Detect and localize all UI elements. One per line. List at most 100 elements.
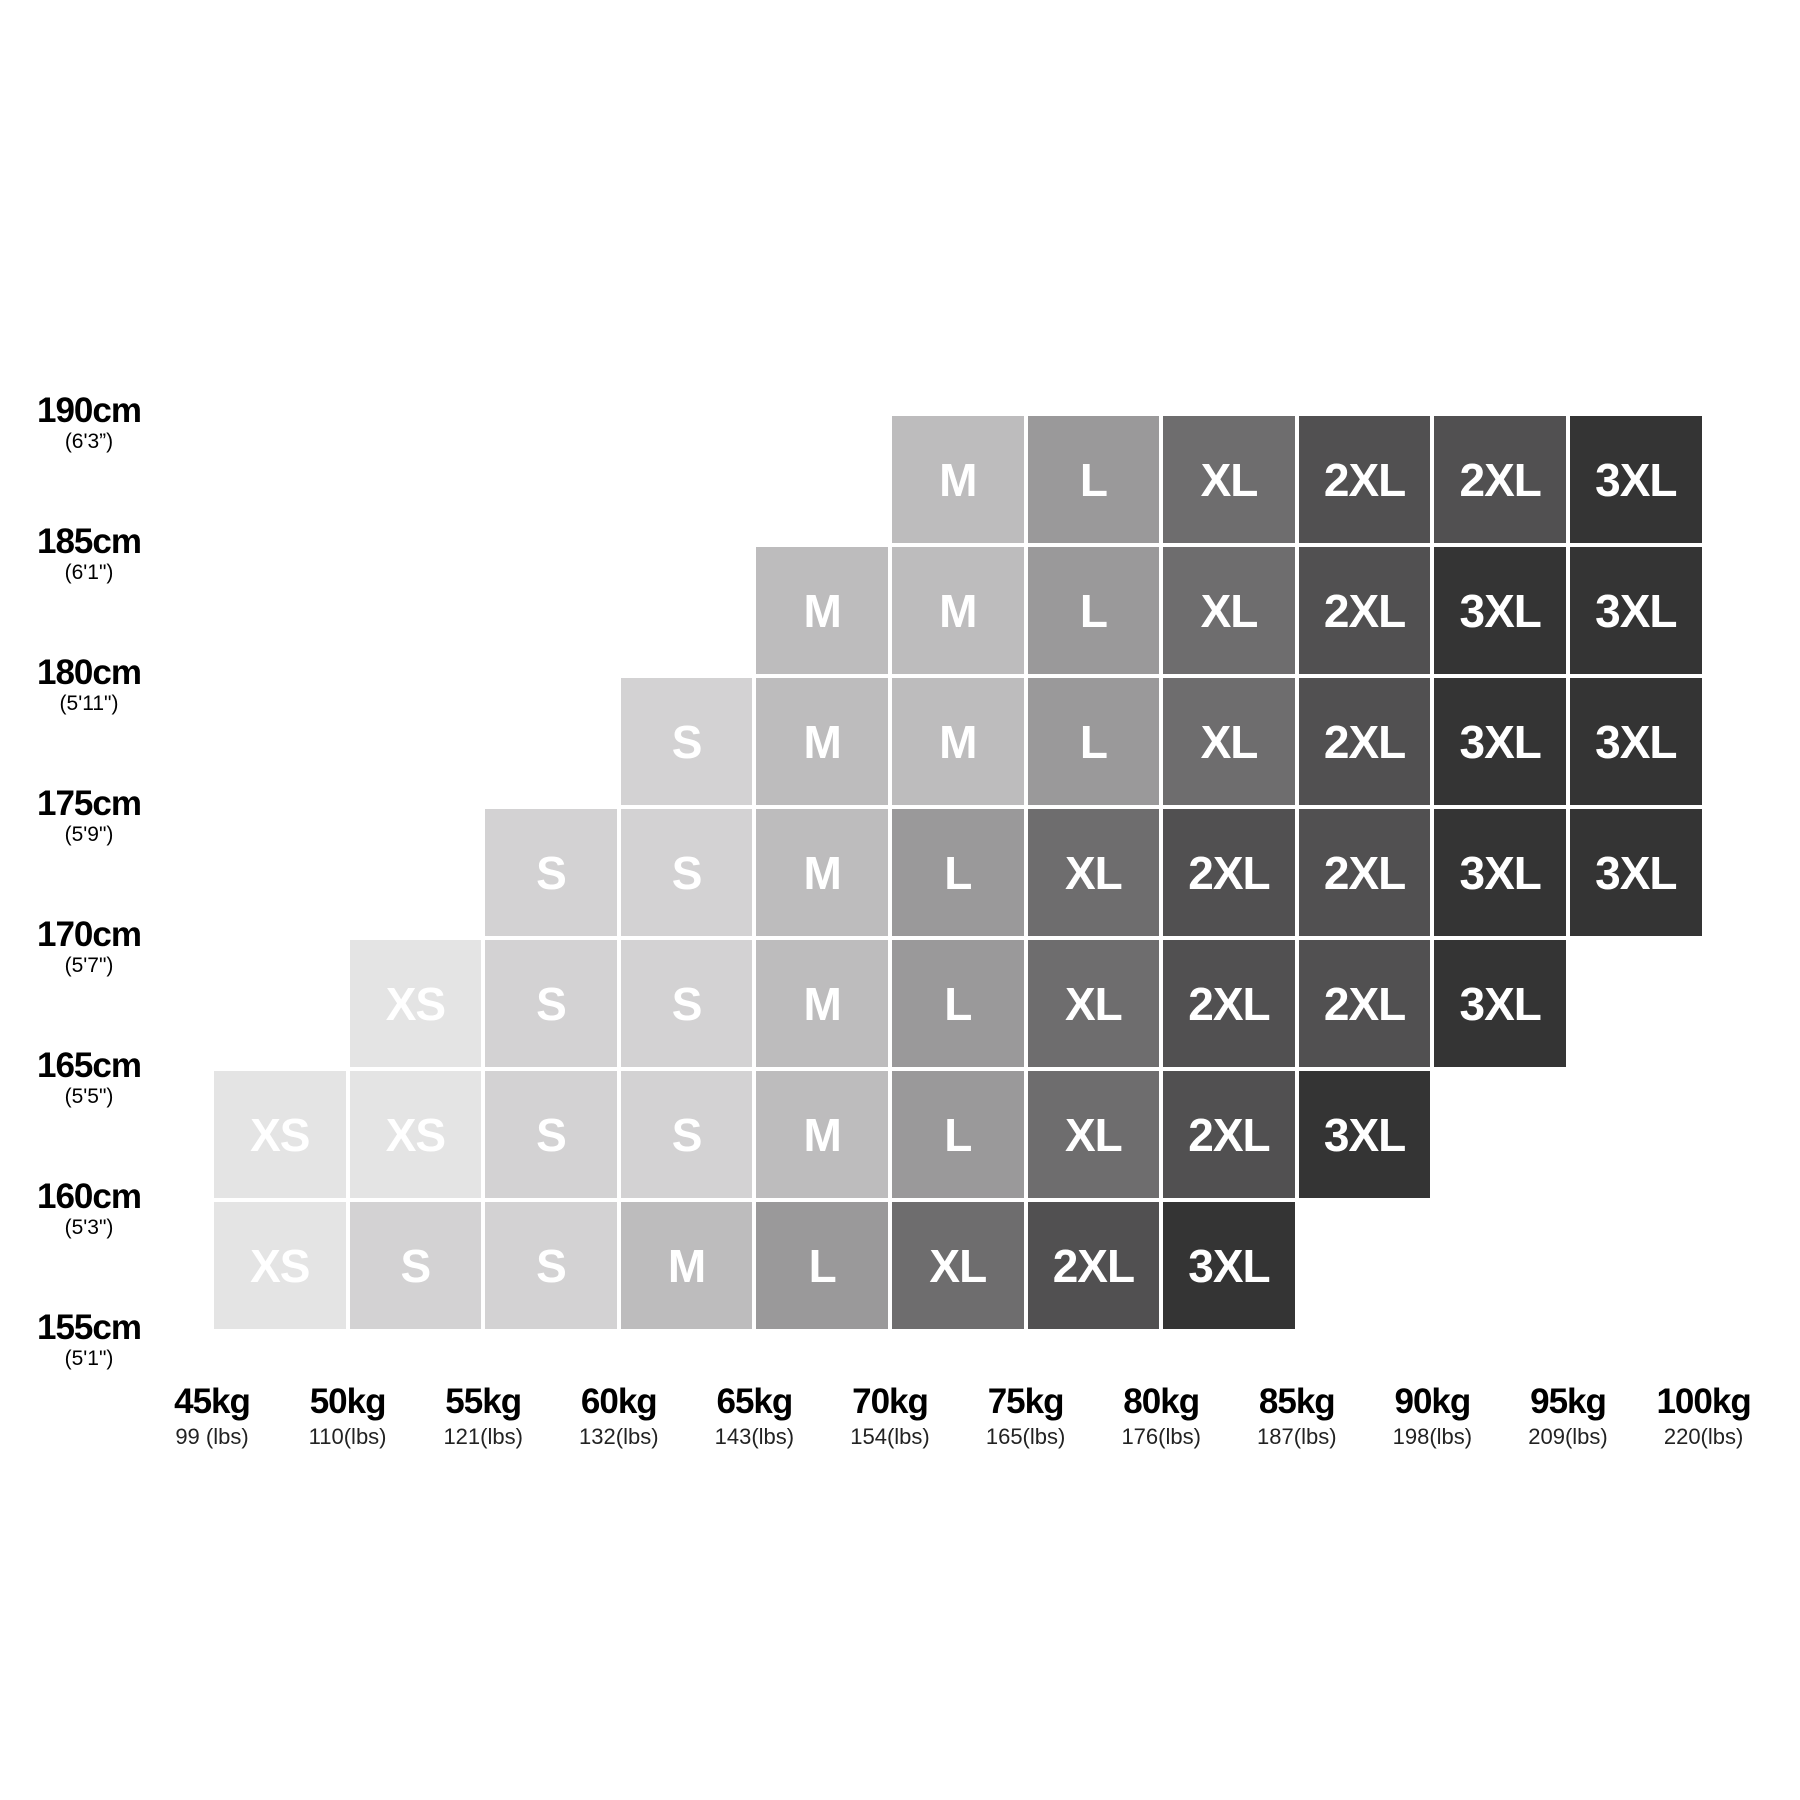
size-cell: 2XL: [1163, 940, 1295, 1067]
height-ft: (5'5"): [64, 1085, 114, 1108]
x-tick-label: 45kg 99 (lbs): [142, 1382, 282, 1452]
weight-kg: 60kg: [580, 1382, 658, 1421]
height-cm: 155cm: [37, 1308, 142, 1347]
y-tick-label: 170cm (5'7"): [14, 916, 164, 978]
height-cm: 180cm: [37, 653, 142, 692]
size-cell: M: [756, 678, 888, 805]
x-tick-label: 60kg 132(lbs): [549, 1382, 689, 1452]
size-cell: 2XL: [1298, 809, 1431, 936]
size-cell: XS: [349, 940, 482, 1067]
size-cell: M: [892, 547, 1024, 674]
x-tick-label: 70kg 154(lbs): [820, 1382, 960, 1452]
size-cell: S: [485, 1071, 617, 1198]
height-cm: 175cm: [37, 784, 142, 823]
y-tick-label: 180cm (5'11"): [14, 654, 164, 716]
size-cell: L: [1027, 678, 1160, 805]
size-cell: S: [485, 940, 617, 1067]
x-tick-label: 50kg 110(lbs): [278, 1382, 418, 1452]
height-cm: 185cm: [37, 522, 142, 561]
x-tick-label: 100kg 220(lbs): [1634, 1382, 1774, 1452]
x-tick-label: 75kg 165(lbs): [956, 1382, 1096, 1452]
weight-lbs: 132(lbs): [579, 1424, 659, 1449]
height-ft: (5'1"): [64, 1347, 114, 1370]
size-cell: M: [756, 809, 888, 936]
x-tick-label: 90kg 198(lbs): [1362, 1382, 1502, 1452]
size-cell: 2XL: [1163, 1071, 1295, 1198]
size-cell: XS: [349, 1071, 482, 1198]
x-tick-label: 55kg 121(lbs): [413, 1382, 553, 1452]
size-cell: 3XL: [1570, 809, 1702, 936]
size-cell: S: [620, 678, 753, 805]
size-cell: S: [620, 1071, 753, 1198]
size-cell: S: [620, 940, 753, 1067]
weight-kg: 90kg: [1394, 1382, 1472, 1421]
size-cell: M: [756, 1071, 888, 1198]
weight-lbs: 198(lbs): [1392, 1424, 1473, 1449]
size-cell: M: [892, 678, 1024, 805]
weight-kg: 100kg: [1656, 1382, 1751, 1421]
size-cell: XL: [1163, 547, 1295, 674]
height-ft: (5'9"): [64, 823, 114, 846]
size-cell: S: [485, 809, 617, 936]
size-cell: XL: [1027, 1071, 1160, 1198]
weight-kg: 85kg: [1258, 1382, 1336, 1421]
height-ft: (5'3"): [64, 1216, 114, 1239]
size-cell: M: [756, 940, 888, 1067]
y-tick-label: 165cm (5'5"): [14, 1047, 164, 1109]
size-cell: M: [892, 416, 1024, 543]
size-cell: S: [349, 1202, 482, 1329]
weight-kg: 80kg: [1123, 1382, 1200, 1421]
size-cell: 3XL: [1163, 1202, 1295, 1329]
size-cell: 3XL: [1434, 547, 1566, 674]
weight-lbs: 165(lbs): [985, 1424, 1066, 1449]
weight-lbs: 110(lbs): [308, 1424, 387, 1449]
weight-lbs: 187(lbs): [1257, 1424, 1337, 1449]
size-cell: L: [756, 1202, 888, 1329]
size-cell: XS: [214, 1202, 346, 1329]
size-cell: S: [485, 1202, 617, 1329]
height-cm: 165cm: [37, 1046, 142, 1085]
y-tick-label: 190cm (6'3”): [14, 392, 164, 454]
size-cell: 2XL: [1027, 1202, 1160, 1329]
size-cell: L: [892, 940, 1024, 1067]
size-cell: M: [756, 547, 888, 674]
y-tick-label: 160cm (5'3"): [14, 1178, 164, 1240]
y-tick-label: 185cm (6'1"): [14, 523, 164, 585]
size-cell: 3XL: [1434, 678, 1566, 805]
size-cell: L: [892, 1071, 1024, 1198]
weight-lbs: 176(lbs): [1121, 1424, 1201, 1449]
y-tick-label: 175cm (5'9"): [14, 785, 164, 847]
size-cell: L: [1027, 416, 1160, 543]
size-cell: XL: [1163, 416, 1295, 543]
y-tick-label: 155cm (5'1"): [14, 1309, 164, 1371]
size-cell: 2XL: [1298, 940, 1431, 1067]
height-ft: (5'11"): [59, 692, 119, 715]
size-cell: 3XL: [1298, 1071, 1431, 1198]
size-cell: 2XL: [1434, 416, 1566, 543]
weight-lbs: 220(lbs): [1663, 1424, 1744, 1449]
size-cell: XL: [892, 1202, 1024, 1329]
size-cell: 2XL: [1298, 416, 1431, 543]
size-cell: S: [620, 809, 753, 936]
weight-kg: 45kg: [174, 1382, 251, 1421]
weight-kg: 70kg: [852, 1382, 929, 1421]
size-cell: 2XL: [1298, 547, 1431, 674]
x-tick-label: 95kg 209(lbs): [1498, 1382, 1638, 1452]
height-cm: 190cm: [37, 391, 142, 430]
size-cell: 3XL: [1434, 809, 1566, 936]
size-cell: 3XL: [1570, 678, 1702, 805]
height-ft: (6'3”): [64, 430, 114, 453]
size-cell: 2XL: [1298, 678, 1431, 805]
weight-lbs: 143(lbs): [714, 1424, 795, 1449]
size-cell: XS: [214, 1071, 346, 1198]
size-cell: XL: [1027, 940, 1160, 1067]
height-ft: (6'1"): [64, 561, 114, 584]
weight-lbs: 154(lbs): [850, 1424, 930, 1449]
size-cell: XL: [1163, 678, 1295, 805]
weight-kg: 55kg: [445, 1382, 522, 1421]
height-cm: 170cm: [37, 915, 142, 954]
x-tick-label: 80kg 176(lbs): [1091, 1382, 1231, 1452]
size-cell: L: [892, 809, 1024, 936]
height-cm: 160cm: [37, 1177, 142, 1216]
